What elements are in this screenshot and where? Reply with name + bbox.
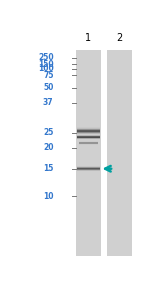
Bar bbox=[77, 168, 100, 169]
Text: 150: 150 bbox=[38, 59, 54, 69]
Bar bbox=[77, 137, 100, 138]
Bar bbox=[77, 168, 100, 169]
Bar bbox=[79, 143, 98, 144]
Bar bbox=[77, 127, 100, 128]
Bar bbox=[77, 128, 100, 129]
Bar bbox=[77, 137, 100, 138]
Text: 10: 10 bbox=[43, 192, 54, 201]
Bar bbox=[79, 142, 98, 143]
Bar bbox=[77, 130, 100, 131]
Bar bbox=[77, 135, 100, 136]
Bar bbox=[79, 141, 98, 142]
Bar bbox=[77, 167, 100, 168]
Bar bbox=[77, 129, 100, 130]
Bar bbox=[77, 135, 100, 136]
Text: 250: 250 bbox=[38, 53, 54, 62]
Bar bbox=[77, 170, 100, 171]
Bar bbox=[77, 136, 100, 137]
Bar bbox=[77, 132, 100, 133]
Bar bbox=[77, 128, 100, 129]
Bar bbox=[77, 136, 100, 137]
Bar bbox=[79, 143, 98, 144]
Bar bbox=[76, 50, 101, 256]
Bar bbox=[77, 135, 100, 136]
Text: 75: 75 bbox=[43, 71, 54, 80]
Bar bbox=[79, 142, 98, 143]
Bar bbox=[106, 50, 132, 256]
Text: 15: 15 bbox=[43, 164, 54, 173]
Bar bbox=[77, 169, 100, 170]
Bar bbox=[77, 131, 100, 132]
Bar bbox=[77, 167, 100, 168]
Bar bbox=[77, 133, 100, 134]
Bar bbox=[79, 141, 98, 142]
Text: 100: 100 bbox=[38, 64, 54, 73]
Text: 50: 50 bbox=[43, 83, 54, 92]
Bar bbox=[77, 138, 100, 139]
Bar bbox=[77, 138, 100, 139]
Bar bbox=[79, 142, 98, 143]
Bar bbox=[77, 169, 100, 170]
Bar bbox=[77, 167, 100, 168]
Bar bbox=[77, 129, 100, 130]
Bar bbox=[77, 166, 100, 167]
Bar bbox=[79, 141, 98, 142]
Bar bbox=[77, 130, 100, 131]
Bar bbox=[77, 168, 100, 169]
Bar bbox=[79, 143, 98, 144]
Bar bbox=[77, 166, 100, 167]
Bar bbox=[77, 170, 100, 171]
Bar bbox=[79, 142, 98, 143]
Bar bbox=[77, 131, 100, 132]
Bar bbox=[77, 136, 100, 137]
Bar bbox=[77, 132, 100, 133]
Text: 20: 20 bbox=[43, 144, 54, 152]
Text: 1: 1 bbox=[85, 33, 91, 43]
Bar bbox=[77, 170, 100, 171]
Bar bbox=[77, 169, 100, 170]
Text: 25: 25 bbox=[43, 128, 54, 137]
Bar bbox=[77, 166, 100, 167]
Text: 2: 2 bbox=[116, 33, 122, 43]
Bar bbox=[77, 138, 100, 139]
Text: 37: 37 bbox=[43, 98, 54, 107]
Bar bbox=[77, 137, 100, 138]
Bar bbox=[77, 130, 100, 131]
Bar bbox=[77, 133, 100, 134]
Bar bbox=[77, 128, 100, 129]
Bar bbox=[79, 143, 98, 144]
